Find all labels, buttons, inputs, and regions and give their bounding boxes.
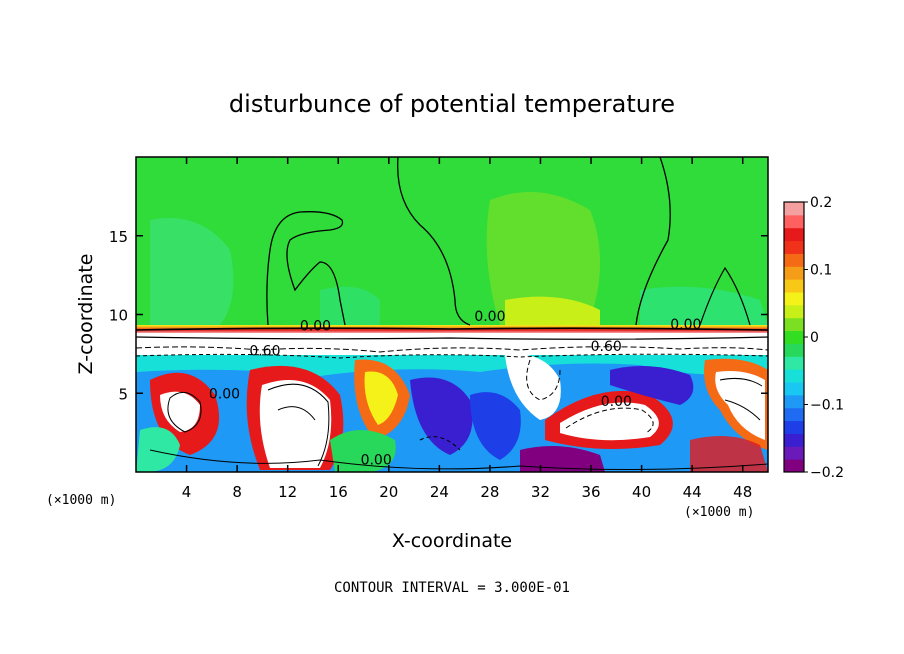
x-tick-label: 28: [480, 483, 499, 501]
eddy: [505, 354, 561, 420]
eddy: [330, 430, 396, 472]
x-tick-label: 32: [531, 483, 550, 501]
colorbar-swatch: [784, 407, 804, 422]
colorbar-swatch: [784, 304, 804, 319]
contour-line: [266, 211, 346, 326]
colorbar-swatch: [784, 227, 804, 242]
colorbar-swatch: [784, 356, 804, 370]
contour-interval-note: CONTOUR INTERVAL = 3.000E-01: [334, 580, 570, 596]
contour-line: [419, 436, 461, 451]
x-tick-label: 8: [232, 483, 242, 501]
y-axis: 5 10 15: [109, 228, 768, 403]
eddy: [364, 371, 398, 425]
eddy: [259, 380, 332, 468]
contour-label: 0.00: [601, 394, 632, 410]
contour-line: [267, 383, 330, 467]
contour-line: [136, 346, 768, 353]
colorbar-swatch: [784, 317, 804, 332]
colorbar-tick-label: 0.1: [810, 263, 832, 279]
colorbar-swatch: [784, 240, 804, 254]
x-tick-label: 44: [683, 483, 702, 501]
y-tick-label: 15: [109, 228, 128, 246]
x-unit-label-right: (×1000 m): [684, 505, 754, 520]
colorbar-tick-label: 0: [810, 330, 819, 346]
y-tick-label: 5: [118, 385, 128, 403]
x-tick-label: 20: [379, 483, 398, 501]
x-axis-label: X-coordinate: [392, 530, 512, 552]
eddy: [136, 427, 180, 472]
contour-line: [167, 391, 202, 433]
contour-line: [565, 407, 654, 434]
colorbar-swatch: [784, 343, 804, 357]
chart-title: disturbunce of potential temperature: [229, 90, 675, 118]
colorbar-swatch: [784, 202, 804, 216]
inversion-band: [136, 325, 768, 335]
colorbar-swatch: [784, 330, 804, 344]
x-tick-label: 40: [632, 483, 651, 501]
contour-line: [635, 157, 671, 326]
contour-label: 0.60: [591, 339, 622, 355]
contour-labels: 0.00 0.00 0.00 0.60 0.60 0.00 0.00 0.00: [209, 309, 702, 468]
contour-label: 0.00: [300, 319, 331, 335]
colorbar-swatch: [784, 394, 804, 409]
y-tick-label: 10: [109, 307, 128, 325]
colorbar-swatch: [784, 420, 804, 434]
heatmap-field: [136, 157, 768, 472]
eddy: [560, 402, 659, 441]
x-tick-label: 48: [733, 483, 752, 501]
colorbar-swatch: [784, 266, 804, 280]
eddy: [520, 446, 605, 472]
contour-line: [136, 327, 768, 331]
contour-line: [136, 353, 768, 359]
eddy: [690, 436, 768, 472]
warm-plume: [486, 192, 600, 325]
cool-patch: [640, 286, 768, 325]
colorbar-tick-label: −0.2: [810, 465, 844, 481]
contour-line: [149, 449, 768, 471]
x-tick-label: 4: [182, 483, 192, 501]
colorbar-swatch: [784, 214, 804, 229]
colorbar-swatch: [784, 433, 804, 447]
cool-patch: [150, 218, 234, 325]
cool-patch: [320, 286, 380, 325]
colorbar-swatch: [784, 292, 804, 306]
eddy: [610, 366, 694, 405]
contour-label: 0.00: [474, 309, 505, 325]
contour-line: [699, 266, 751, 326]
x-unit-label: (×1000 m): [46, 493, 116, 508]
colorbar-swatch: [784, 382, 804, 396]
y-axis-label: Z-coordinate: [75, 254, 97, 375]
x-tick-label: 12: [278, 483, 297, 501]
contour-label: 0.00: [209, 386, 240, 402]
colorbar-tick-label: 0.2: [810, 195, 832, 211]
x-tick-label: 36: [581, 483, 600, 501]
colorbar-swatch: [784, 253, 804, 267]
contour-line: [719, 378, 763, 421]
contour-label: 0.00: [361, 452, 392, 468]
eddy: [470, 392, 521, 460]
contour-line: [136, 336, 768, 340]
eddy: [160, 391, 200, 432]
colorbar-tick-label: −0.1: [810, 398, 844, 414]
colorbar-swatch: [784, 369, 804, 383]
x-axis: 4 8 12 16 20 24 28 32 36 40 44 48: [182, 157, 752, 501]
x-tick-label: 16: [329, 483, 348, 501]
colorbar-swatch: [784, 279, 804, 293]
boundary-layer-top: [136, 333, 768, 355]
eddy: [410, 377, 473, 455]
x-tick-label: 24: [430, 483, 449, 501]
warm-patch: [505, 296, 600, 325]
contour-label: 0.60: [249, 344, 280, 360]
contour-line: [397, 157, 471, 326]
colorbar-swatch: [784, 459, 804, 473]
colorbar-swatch: [784, 446, 804, 460]
colorbar: 0.2 0.1 0 −0.1 −0.2: [783, 195, 844, 481]
contour-label: 0.00: [670, 317, 701, 333]
